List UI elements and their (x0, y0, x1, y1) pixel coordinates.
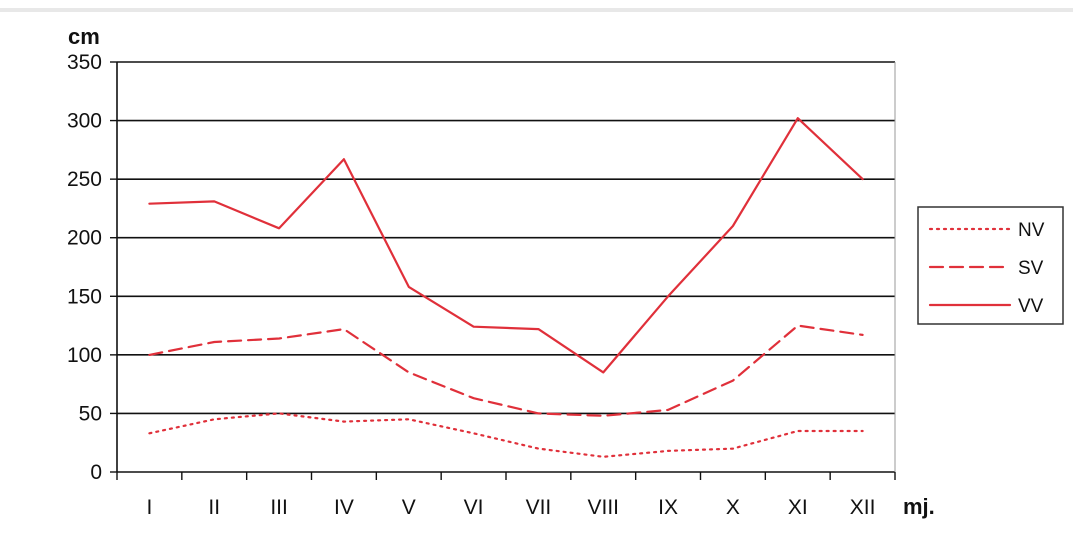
axes (110, 62, 895, 480)
x-tick-label: IV (334, 496, 354, 519)
y-tick-label: 200 (67, 227, 102, 250)
series-line-nv (149, 413, 862, 456)
series-line-vv (149, 118, 862, 372)
x-axis-unit-label: mj. (903, 494, 935, 519)
x-tick-label: VII (526, 496, 552, 519)
x-tick-label: X (726, 496, 740, 519)
x-tick-label: III (270, 496, 288, 519)
y-tick-label: 300 (67, 110, 102, 133)
x-tick-label: VI (464, 496, 484, 519)
x-tick-label: II (208, 496, 220, 519)
x-tick-labels: I II III IV V VI VII VIII IX X XI XII (146, 496, 875, 519)
y-tick-label: 0 (90, 461, 102, 484)
x-tick-label: V (402, 496, 416, 519)
y-tick-labels: 0 50 100 150 200 250 300 350 (67, 51, 102, 484)
y-tick-label: 350 (67, 51, 102, 74)
x-tick-label: I (146, 496, 152, 519)
x-tick-label: XII (850, 496, 876, 519)
y-tick-label: 250 (67, 168, 102, 191)
x-tick-label: XI (788, 496, 808, 519)
legend-label-nv: NV (1018, 220, 1045, 241)
grid-lines (117, 62, 895, 413)
y-tick-label: 50 (79, 402, 102, 425)
x-tick-label: VIII (587, 496, 619, 519)
series-line-sv (149, 326, 862, 416)
y-tick-label: 100 (67, 344, 102, 367)
y-axis-unit-label: cm (68, 24, 100, 49)
series-lines (149, 118, 862, 457)
y-tick-label: 150 (67, 285, 102, 308)
x-tick-label: IX (658, 496, 678, 519)
legend-label-vv: VV (1018, 296, 1044, 317)
legend-label-sv: SV (1018, 258, 1044, 279)
legend: NV SV VV (918, 207, 1063, 324)
